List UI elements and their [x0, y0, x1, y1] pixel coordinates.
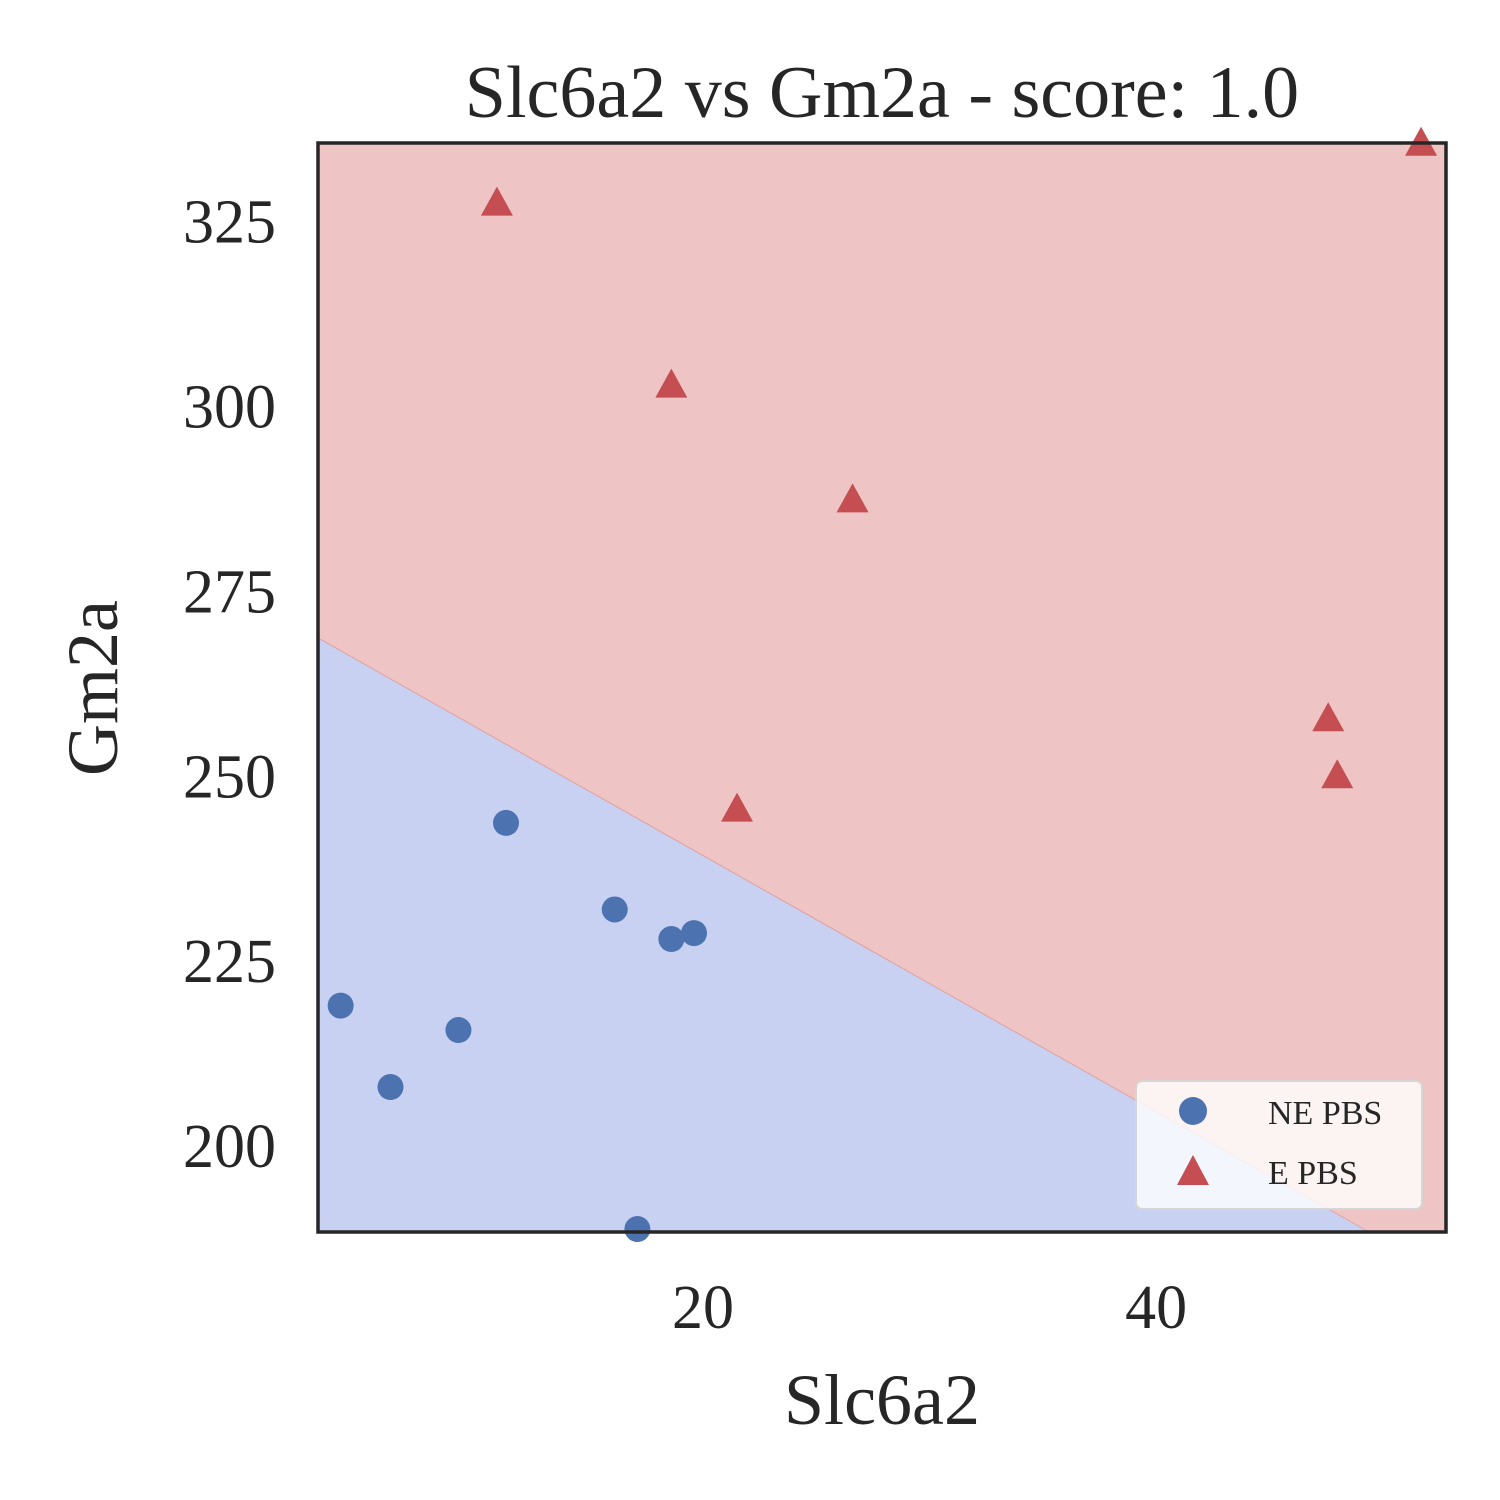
- point-e-pbs-2: [836, 483, 869, 513]
- point-e-pbs-4: [1312, 702, 1345, 732]
- y-tick-label: 275: [183, 558, 276, 626]
- x-tick-label: 20: [672, 1274, 734, 1342]
- legend-box: [1135, 1080, 1423, 1210]
- data-points: [327, 126, 1438, 1243]
- point-e-pbs-3: [721, 792, 754, 822]
- legend-label-e-pbs: E PBS: [1268, 1155, 1358, 1192]
- legend: NE PBS E PBS: [1135, 1080, 1423, 1210]
- legend-label-ne-pbs: NE PBS: [1268, 1095, 1382, 1132]
- y-tick-label: 300: [183, 373, 276, 441]
- plot-frame: [316, 141, 1448, 1234]
- point-ne-pbs-2: [445, 1017, 472, 1044]
- y-tick-label: 225: [183, 928, 276, 996]
- point-e-pbs-0: [480, 186, 513, 216]
- point-ne-pbs-1: [377, 1073, 404, 1100]
- point-ne-pbs-6: [658, 926, 685, 953]
- chart-title: Slc6a2 vs Gm2a - score: 1.0: [465, 52, 1299, 134]
- legend-marker-e-pbs: [1177, 1155, 1209, 1185]
- y-tick-label: 250: [183, 743, 276, 811]
- axis-ticks: 20 40 200 225 250 275 300 325: [183, 188, 1187, 1342]
- plot-area: [316, 126, 1448, 1243]
- point-ne-pbs-3: [493, 809, 519, 836]
- point-ne-pbs-0: [327, 992, 354, 1019]
- point-e-pbs-6: [1405, 126, 1438, 156]
- point-ne-pbs-4: [601, 896, 628, 923]
- point-e-pbs-5: [1321, 759, 1354, 789]
- y-axis-label: Gm2a: [53, 600, 133, 776]
- x-axis-label: Slc6a2: [784, 1360, 980, 1440]
- point-ne-pbs-5: [624, 1216, 651, 1243]
- x-tick-label: 40: [1125, 1274, 1187, 1342]
- y-tick-label: 325: [183, 188, 276, 256]
- y-tick-label: 200: [183, 1113, 276, 1181]
- legend-marker-ne-pbs: [1179, 1097, 1207, 1125]
- point-ne-pbs-7: [681, 920, 707, 947]
- class-region-e-pbs: [318, 143, 1446, 1232]
- point-e-pbs-1: [655, 368, 688, 398]
